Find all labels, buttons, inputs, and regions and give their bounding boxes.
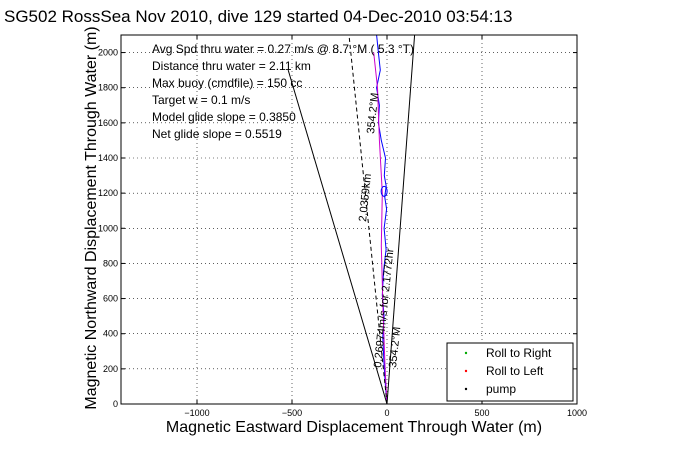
y-tick-label: 1000 — [98, 223, 118, 233]
annotation-max-buoy: Max buoy (cmdfile) = 150 cc — [152, 76, 302, 90]
y-tick-label: 800 — [103, 258, 118, 268]
legend-marker-pump — [464, 387, 468, 391]
legend-label-roll-left: Roll to Left — [486, 364, 544, 378]
annotation-net-glide: Net glide slope = 0.5519 — [152, 127, 282, 141]
annotation-avg-speed: Avg Spd thru water = 0.27 m/s @ 8.7 °M (… — [152, 42, 414, 56]
plot-area-frame — [120, 34, 578, 405]
y-tick-label: 1600 — [98, 118, 118, 128]
rotated-heading-lower: 354.2°M — [387, 326, 403, 368]
legend-box — [446, 342, 574, 402]
track-loop-marker — [380, 185, 388, 197]
x-tick-label: −500 — [282, 408, 302, 418]
legend-label-roll-right: Roll to Right — [486, 346, 552, 360]
y-tick-label: 1400 — [98, 153, 118, 163]
legend-marker-roll-left — [464, 369, 468, 373]
x-axis-label: Magnetic Eastward Displacement Through W… — [166, 419, 542, 436]
chart-title: SG502 RossSea Nov 2010, dive 129 started… — [4, 7, 512, 26]
tick-layer: −1000 −500 0 500 1000 0 200 400 600 800 1000 1200 14… — [98, 35, 587, 418]
annotation-target-w: Target w = 0.1 m/s — [152, 93, 250, 107]
y-tick-label: 1200 — [98, 188, 118, 198]
series-dashed-heading — [348, 34, 388, 405]
rotated-distance: 2.0359km — [357, 173, 374, 222]
y-tick-label: 1800 — [98, 83, 118, 93]
legend-marker-roll-right — [464, 351, 468, 355]
x-tick-label: 500 — [474, 408, 489, 418]
annotation-distance: Distance thru water = 2.11 km — [152, 59, 311, 73]
legend-label-pump: pump — [486, 382, 516, 396]
series-cone-left — [287, 69, 388, 405]
series-magenta-track — [373, 52, 388, 405]
series-layer — [287, 34, 416, 405]
y-tick-label: 2000 — [98, 48, 118, 58]
y-axis-label: Magnetic Northward Displacement Through … — [83, 26, 100, 409]
rotated-heading-upper: 354.2°M — [365, 92, 381, 134]
x-tick-label: −1000 — [184, 408, 209, 418]
annotation-model-glide: Model glide slope = 0.3850 — [152, 110, 296, 124]
y-tick-label: 400 — [103, 329, 118, 339]
x-tick-label: 1000 — [567, 408, 587, 418]
y-tick-label: 600 — [103, 294, 118, 304]
y-tick-label: 200 — [103, 364, 118, 374]
y-tick-label: 0 — [113, 399, 118, 409]
x-tick-label: 0 — [384, 408, 389, 418]
series-cone-right — [386, 34, 416, 405]
legend: Roll to Right Roll to Left pump — [446, 342, 574, 402]
